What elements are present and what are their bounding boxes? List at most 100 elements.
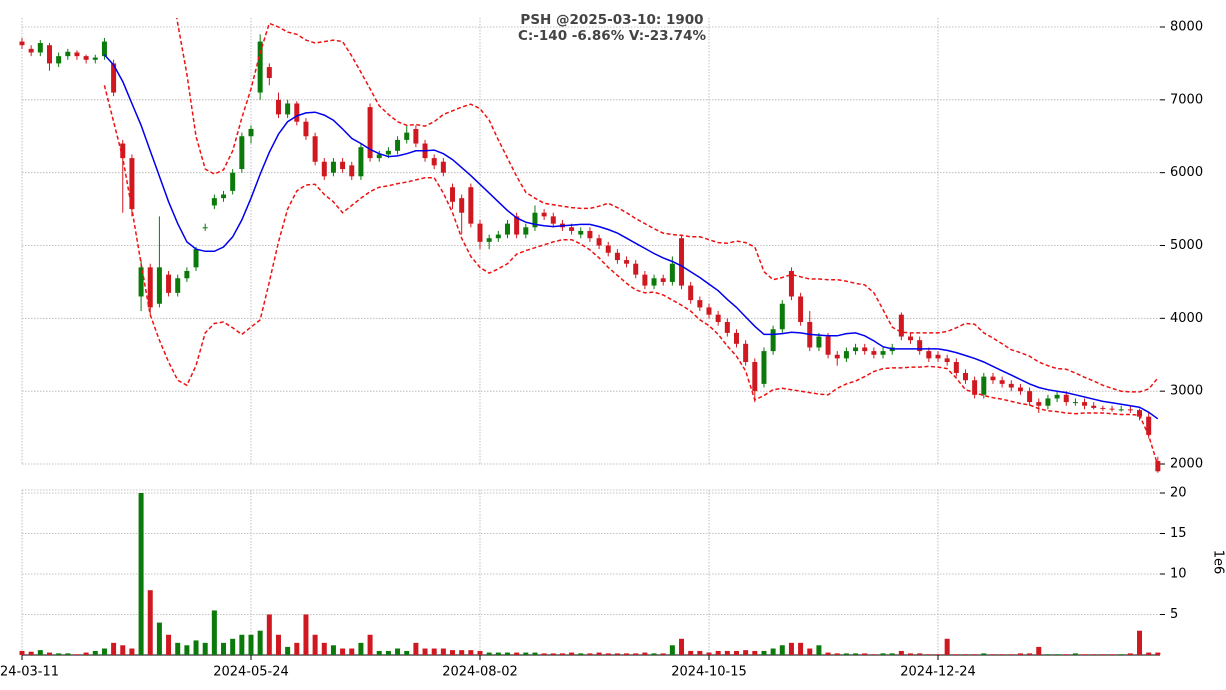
volume-bar — [358, 642, 364, 655]
volume-tick-label: 10 — [1170, 567, 1187, 582]
volume-bar — [266, 614, 272, 655]
volume-bar — [422, 648, 428, 655]
candle-body — [367, 107, 373, 159]
candle-body — [761, 351, 767, 384]
volume-bar — [514, 652, 520, 655]
candle-body — [706, 307, 712, 315]
candle-body — [1036, 402, 1042, 406]
volume-bar — [413, 642, 419, 655]
candle-body — [230, 172, 236, 191]
volume-bar — [404, 650, 410, 655]
candle-body — [166, 274, 172, 293]
volume-bar — [706, 652, 712, 655]
volume-bar — [312, 634, 318, 655]
candle-body — [825, 336, 831, 355]
volume-bar — [898, 650, 904, 655]
candle-body — [816, 336, 822, 348]
volume-bar — [1036, 646, 1042, 655]
candle-body — [413, 128, 419, 144]
candle-body — [477, 223, 483, 242]
candle-body — [651, 278, 657, 286]
candle-body — [834, 354, 840, 359]
candle-body — [1008, 383, 1014, 388]
volume-bar — [981, 653, 987, 655]
volume-bar — [1137, 630, 1143, 655]
volume-bar — [477, 650, 483, 655]
price-layer — [19, 18, 1161, 473]
volume-bar — [862, 653, 868, 655]
candle-body — [798, 296, 804, 322]
band-line — [103, 85, 1159, 466]
volume-bar — [101, 648, 107, 655]
volume-bar — [450, 650, 456, 655]
candle-body — [358, 147, 364, 177]
candle-body — [147, 267, 153, 308]
candle-body — [440, 161, 446, 173]
y-tick-label: 6000 — [1170, 165, 1203, 180]
candle-body — [303, 121, 309, 137]
candle-body — [697, 300, 703, 308]
candle-body — [532, 212, 538, 228]
candle-body — [138, 267, 144, 297]
candle-body — [1091, 405, 1097, 408]
volume-bar — [816, 645, 822, 655]
candle-body — [779, 303, 785, 330]
candle-body — [1027, 391, 1033, 403]
volume-bar — [1017, 653, 1023, 655]
volume-bar — [908, 653, 914, 655]
volume-bar — [633, 653, 639, 655]
volume-bar — [440, 648, 446, 655]
volume-bar — [733, 650, 739, 655]
candle-body — [248, 128, 254, 137]
volume-bar — [880, 653, 886, 655]
volume-bar — [257, 630, 263, 655]
candle-body — [926, 351, 932, 359]
candle-body — [752, 362, 758, 392]
volume-bar — [111, 642, 117, 655]
candle-body — [569, 227, 575, 231]
volume-bar — [834, 653, 840, 655]
volume-bar — [779, 645, 785, 655]
volume-bar — [1063, 654, 1069, 655]
chart-subtitle: C:-140 -6.86% V:-23.74% — [518, 28, 706, 44]
volume-bar — [788, 642, 794, 655]
candle-body — [660, 278, 666, 282]
volume-bar — [504, 652, 510, 655]
volume-bar — [92, 650, 98, 655]
y-tick-label: 5000 — [1170, 238, 1203, 253]
candle-body — [633, 263, 639, 275]
candle-body — [972, 380, 978, 395]
candle-body — [495, 234, 501, 239]
volume-bar — [752, 650, 758, 655]
candle-body — [1127, 409, 1133, 411]
volume-bar — [166, 634, 172, 655]
candle-body — [395, 139, 401, 151]
volume-bar — [1127, 653, 1133, 655]
candle-body — [459, 198, 465, 213]
candle-body — [1017, 387, 1023, 392]
volume-tick-label: 5 — [1170, 607, 1178, 622]
candle-body — [587, 230, 593, 239]
volume-bar — [953, 654, 959, 655]
volume-bar — [660, 653, 666, 655]
candle-body — [917, 340, 923, 352]
volume-bar — [1045, 654, 1051, 655]
candle-body — [312, 136, 318, 162]
candle-body — [1100, 407, 1106, 409]
volume-bar — [193, 640, 199, 655]
volume-bar — [468, 650, 474, 655]
volume-bar — [74, 654, 80, 655]
candle-body — [898, 314, 904, 337]
volume-bar — [65, 653, 71, 655]
candle-body — [285, 103, 291, 115]
candle-body — [733, 332, 739, 344]
candle-body — [624, 260, 630, 264]
y-tick-label: 3000 — [1170, 384, 1203, 399]
candle-body — [944, 358, 950, 363]
candle-body — [1054, 394, 1060, 399]
candle-body — [843, 351, 849, 359]
volume-bar — [1008, 654, 1014, 655]
candle-body — [184, 270, 190, 279]
y-tick-label: 2000 — [1170, 457, 1203, 472]
volume-bar — [129, 648, 135, 655]
